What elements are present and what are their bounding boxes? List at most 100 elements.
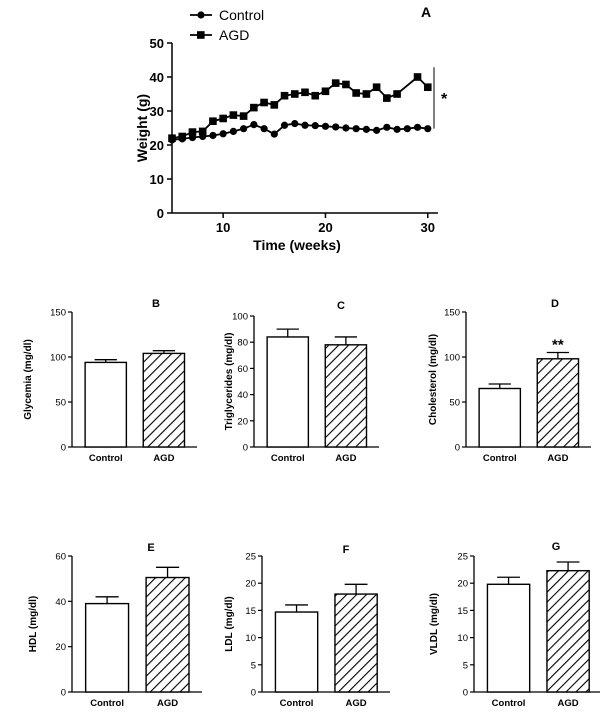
data-point — [260, 98, 268, 107]
y-tick-label: 0 — [251, 688, 256, 699]
y-axis-label: Cholesterol (mg/dl) — [428, 334, 439, 425]
significance-marker: * — [441, 91, 448, 108]
data-point — [229, 111, 238, 119]
x-tick-label: Control — [89, 453, 123, 464]
y-tick-label: 50 — [449, 398, 460, 409]
panel-label: B — [152, 298, 160, 310]
bar-agd — [536, 358, 580, 448]
data-point — [362, 125, 370, 133]
x-tick-label: AGD — [558, 698, 579, 709]
y-tick-label: 100 — [444, 353, 460, 364]
bar-control — [274, 611, 319, 693]
y-tick-label: 40 — [55, 597, 66, 608]
data-point — [311, 91, 320, 100]
y-tick-label: 15 — [245, 606, 256, 617]
y-tick-label: 60 — [237, 364, 248, 375]
significance-marker: ** — [552, 337, 564, 354]
data-point — [321, 87, 330, 96]
y-tick-label: 50 — [150, 36, 164, 51]
data-point — [352, 89, 360, 97]
data-point — [311, 122, 319, 130]
data-point — [321, 122, 330, 130]
data-point — [290, 90, 299, 98]
data-point — [393, 125, 401, 133]
y-tick-label: 25 — [245, 552, 256, 563]
y-tick-label: 60 — [55, 552, 66, 563]
data-point — [373, 126, 381, 134]
y-tick-label: 0 — [157, 206, 164, 221]
legend-label: AGD — [219, 27, 249, 43]
x-tick-label: AGD — [335, 453, 356, 464]
y-tick-label: 25 — [457, 552, 468, 563]
legend-marker — [197, 31, 205, 39]
panel-label: D — [551, 298, 559, 310]
panel-label: C — [337, 300, 345, 312]
x-tick-label: AGD — [153, 453, 174, 464]
y-tick-label: 15 — [457, 606, 468, 617]
y-tick-label: 40 — [150, 70, 164, 85]
data-point — [342, 80, 350, 89]
data-point — [413, 73, 422, 81]
panel-f: 0 5 10 15 20 25 LDL (mg/dl) F Control AGD — [224, 544, 390, 709]
x-tick-label: 20 — [318, 220, 332, 235]
data-point — [239, 112, 248, 120]
panel-label: A — [421, 4, 431, 20]
data-point — [301, 88, 309, 97]
data-point — [209, 117, 217, 125]
y-tick-label: 150 — [50, 308, 66, 319]
panel-e: 0 20 40 60 HDL (mg/dl) E Control AGD — [28, 542, 202, 709]
y-tick-label: 5 — [463, 660, 468, 671]
bar-control — [266, 336, 310, 448]
x-tick-label: Control — [271, 453, 305, 464]
data-point — [383, 94, 391, 102]
data-point — [209, 131, 217, 140]
data-point — [403, 125, 411, 133]
data-point — [270, 101, 279, 109]
data-point — [413, 123, 422, 131]
data-point — [260, 125, 268, 133]
x-tick-label: Control — [90, 698, 124, 709]
data-point — [332, 123, 340, 131]
bar-agd — [145, 576, 190, 693]
data-point — [178, 132, 187, 141]
y-tick-label: 100 — [50, 353, 66, 364]
y-tick-label: 10 — [150, 172, 164, 187]
y-axis-label: HDL (mg/dl) — [28, 596, 39, 652]
y-tick-label: 150 — [444, 308, 460, 319]
data-point — [188, 128, 197, 136]
y-tick-label: 20 — [237, 416, 248, 427]
bar-control — [84, 602, 130, 693]
x-tick-label: AGD — [346, 698, 367, 709]
data-point — [168, 134, 176, 142]
y-tick-label: 20 — [55, 642, 66, 653]
panel-label: G — [552, 541, 561, 553]
y-tick-label: 0 — [243, 443, 248, 454]
y-axis-label: Glycemia (mg/dl) — [23, 339, 34, 420]
data-point — [362, 90, 371, 98]
y-axis-label: LDL (mg/dl) — [224, 596, 235, 651]
bar-control — [486, 583, 531, 693]
data-point — [219, 114, 227, 123]
x-tick-label: AGD — [547, 453, 568, 464]
x-tick-label: 10 — [216, 220, 230, 235]
data-point — [280, 121, 289, 129]
y-tick-label: 20 — [245, 579, 256, 590]
legend-marker — [197, 11, 205, 19]
x-tick-label: Control — [483, 453, 517, 464]
data-point — [301, 121, 309, 129]
x-tick-label: Control — [492, 698, 526, 709]
y-tick-label: 100 — [232, 312, 248, 323]
x-tick-label: Control — [280, 698, 314, 709]
data-point — [280, 91, 289, 100]
y-tick-label: 0 — [463, 688, 468, 699]
y-tick-label: 50 — [55, 398, 66, 409]
x-axis-label: Time (weeks) — [253, 237, 341, 253]
panel-d: 0 50 100 150 Cholesterol (mg/dl) D Control AGD *… — [428, 298, 591, 464]
bar-agd — [546, 569, 590, 693]
y-tick-label: 30 — [150, 104, 164, 119]
data-point — [393, 90, 401, 98]
data-point — [198, 127, 207, 136]
data-point — [291, 119, 299, 128]
data-point — [270, 130, 278, 138]
